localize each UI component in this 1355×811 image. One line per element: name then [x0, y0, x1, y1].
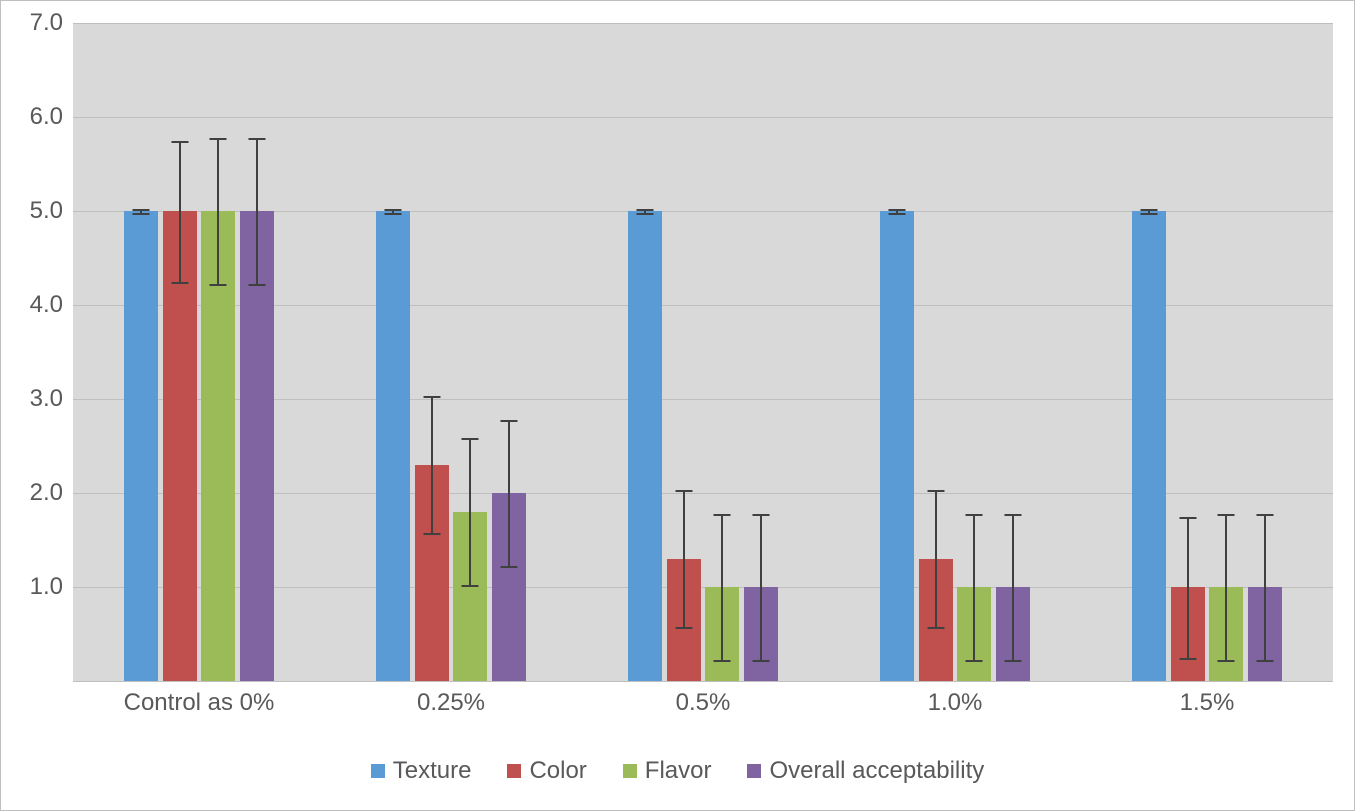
y-tick-label: 7.0 — [30, 9, 73, 37]
legend-label: Overall acceptability — [769, 757, 984, 785]
bar — [124, 211, 158, 681]
legend-label: Texture — [393, 757, 472, 785]
legend-label: Flavor — [645, 757, 712, 785]
plot-area: 1.02.03.04.05.06.07.0Control as 0%0.25%0… — [73, 23, 1333, 681]
legend-swatch — [507, 764, 521, 778]
y-tick-label: 1.0 — [30, 573, 73, 601]
legend-item: Overall acceptability — [747, 757, 984, 785]
y-tick-label: 5.0 — [30, 197, 73, 225]
gridline — [73, 117, 1333, 118]
y-tick-label: 4.0 — [30, 291, 73, 319]
y-tick-label: 6.0 — [30, 103, 73, 131]
y-tick-label: 3.0 — [30, 385, 73, 413]
x-tick-label: 1.0% — [928, 681, 983, 717]
gridline — [73, 23, 1333, 24]
legend-item: Flavor — [623, 757, 712, 785]
legend: Texture Color Flavor Overall acceptability — [1, 757, 1354, 785]
x-tick-label: Control as 0% — [124, 681, 275, 717]
x-tick-label: 0.25% — [417, 681, 485, 717]
legend-label: Color — [529, 757, 586, 785]
bar — [628, 211, 662, 681]
legend-item: Texture — [371, 757, 472, 785]
chart-container: 1.0 2.0 3.0 4.0 5.0 6.0 7.0 Control as 0% 0.25% 0… — [0, 0, 1355, 811]
y-tick-label: 2.0 — [30, 479, 73, 507]
legend-swatch — [371, 764, 385, 778]
bar — [880, 211, 914, 681]
bar — [376, 211, 410, 681]
legend-swatch — [747, 764, 761, 778]
bar — [1132, 211, 1166, 681]
x-tick-label: 1.5% — [1180, 681, 1235, 717]
legend-swatch — [623, 764, 637, 778]
x-tick-label: 0.5% — [676, 681, 731, 717]
legend-item: Color — [507, 757, 586, 785]
